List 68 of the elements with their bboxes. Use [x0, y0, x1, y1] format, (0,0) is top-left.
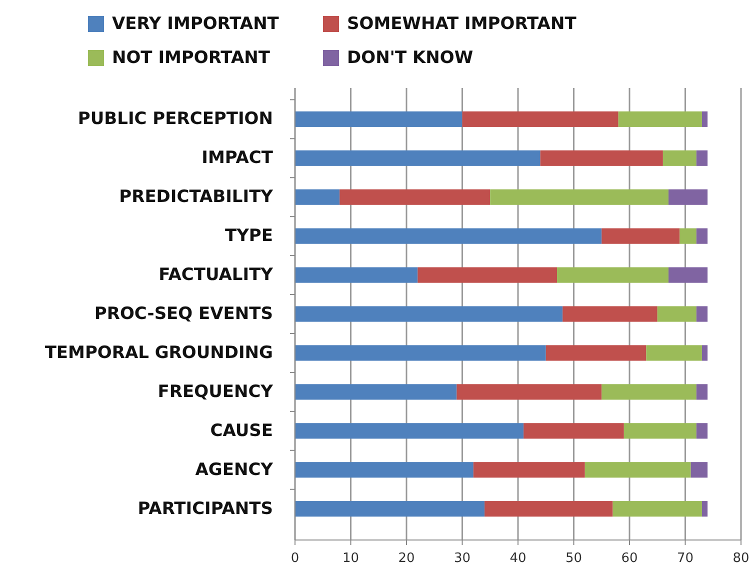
- x-tick-label: 10: [342, 551, 360, 566]
- bar: [484, 501, 613, 517]
- y-tick-label: TEMPORAL GROUNDING: [44, 342, 273, 363]
- x-tick-label: 60: [621, 551, 638, 566]
- bar: [584, 462, 691, 478]
- legend-label: VERY IMPORTANT: [112, 14, 280, 34]
- bar: [690, 462, 708, 478]
- y-tick-label: FACTUALITY: [158, 265, 274, 286]
- legend-label: SOMEWHAT IMPORTANT: [347, 14, 577, 34]
- x-tick-label: 70: [676, 551, 694, 566]
- bar: [418, 267, 558, 283]
- x-tick-label: 50: [565, 551, 582, 566]
- bar: [657, 306, 696, 322]
- bar: [696, 228, 708, 244]
- bar: [696, 150, 708, 166]
- bar: [562, 306, 658, 322]
- bar: [696, 306, 708, 322]
- bar: [680, 228, 696, 244]
- bar: [702, 111, 708, 127]
- bar: [612, 501, 702, 517]
- bar: [662, 150, 696, 166]
- bar: [546, 345, 646, 361]
- bar: [668, 267, 708, 283]
- x-tick-label: 30: [454, 551, 471, 566]
- bar: [456, 384, 602, 400]
- bar: [295, 111, 462, 127]
- bar: [557, 267, 669, 283]
- y-tick-label: PARTICIPANTS: [138, 498, 273, 519]
- bar: [646, 345, 702, 361]
- x-tick-label: 20: [398, 551, 415, 566]
- y-tick-label: TYPE: [225, 226, 273, 246]
- x-tick-label: 40: [510, 551, 526, 566]
- y-tick-label: IMPACT: [202, 148, 274, 168]
- y-tick-label: CAUSE: [210, 420, 273, 441]
- bar: [618, 111, 702, 127]
- bar: [340, 189, 490, 205]
- bar: [295, 384, 457, 400]
- y-tick-label: PROC-SEQ EVENTS: [94, 304, 273, 324]
- bar: [668, 189, 708, 205]
- bar: [702, 345, 708, 361]
- bar: [295, 189, 340, 205]
- bar: [295, 228, 602, 244]
- bar: [462, 111, 618, 127]
- bar: [295, 306, 563, 322]
- bar: [702, 501, 708, 517]
- bar: [540, 150, 663, 166]
- bar: [624, 423, 696, 439]
- bar: [295, 267, 418, 283]
- bar: [295, 345, 546, 361]
- legend-label: DON'T KNOW: [347, 48, 474, 68]
- bar: [295, 423, 524, 439]
- bar: [696, 423, 708, 439]
- x-tick-label: 0: [290, 551, 300, 566]
- bar: [490, 189, 669, 205]
- bar: [602, 228, 680, 244]
- bar: [295, 150, 540, 166]
- bar: [295, 501, 485, 517]
- bar: [602, 384, 696, 400]
- bar: [295, 462, 474, 478]
- bar: [473, 462, 585, 478]
- legend-label: NOT IMPORTANT: [112, 48, 270, 68]
- y-tick-label: AGENCY: [195, 460, 274, 480]
- bar: [524, 423, 624, 439]
- x-tick-label: 80: [732, 551, 750, 566]
- bar: [696, 384, 708, 400]
- y-tick-label: PUBLIC PERCEPTION: [78, 109, 273, 130]
- y-tick-label: PREDICTABILITY: [119, 187, 274, 208]
- y-tick-label: FREQUENCY: [158, 382, 274, 402]
